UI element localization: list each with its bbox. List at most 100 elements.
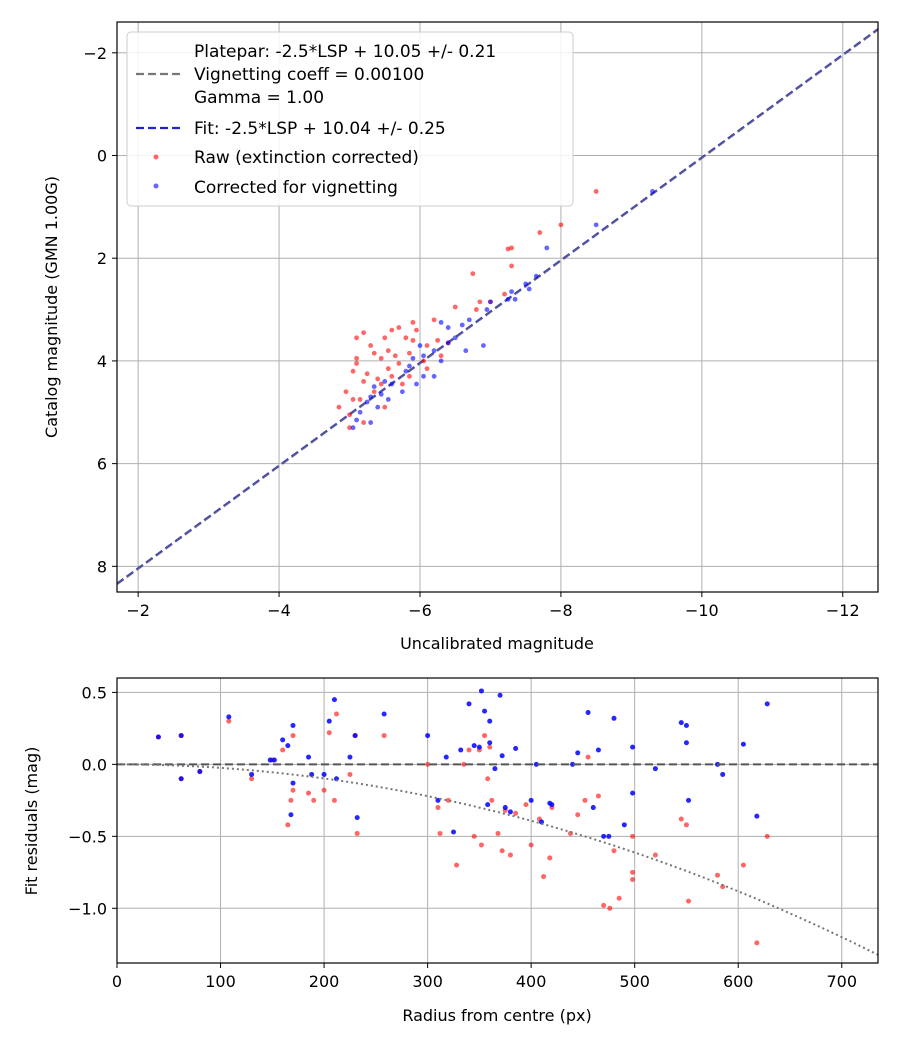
corrected-point: [487, 718, 493, 724]
corrected-point: [621, 822, 627, 828]
corrected-point: [740, 741, 746, 747]
raw-point: [582, 797, 588, 803]
corrected-point: [421, 353, 426, 359]
y-tick-label: 6: [97, 455, 107, 474]
legend-fit-label: Fit: -2.5*LSP + 10.04 +/- 0.25: [194, 119, 446, 139]
calibration-y-axis-label: Catalog magnitude (GMN 1.00G): [42, 176, 61, 438]
raw-point: [385, 348, 391, 354]
corrected-point: [381, 711, 387, 717]
raw-point: [347, 412, 352, 418]
raw-point: [361, 420, 367, 425]
raw-point: [431, 317, 437, 323]
raw-point: [595, 793, 601, 799]
corrected-point: [410, 355, 416, 361]
corrected-point: [399, 389, 405, 395]
raw-point: [495, 830, 501, 836]
raw-point: [347, 425, 352, 431]
raw-point: [331, 797, 337, 803]
raw-point: [509, 263, 514, 269]
calibration-x-axis-label: Uncalibrated magnitude: [400, 634, 594, 653]
raw-point: [321, 787, 327, 793]
raw-point: [607, 905, 613, 911]
legend-corrected-label: Corrected for vignetting: [194, 178, 398, 198]
raw-point: [652, 852, 658, 858]
legend-box: [126, 31, 574, 207]
raw-point: [438, 353, 444, 359]
raw-point: [378, 355, 384, 361]
raw-point: [333, 711, 339, 717]
corrected-point: [484, 307, 490, 312]
raw-point: [311, 797, 317, 803]
corrected-point: [271, 757, 277, 763]
raw-point: [249, 776, 255, 782]
raw-point: [378, 381, 384, 387]
raw-point: [290, 733, 296, 739]
corrected-point: [378, 391, 384, 397]
corrected-point: [523, 281, 529, 287]
y-tick-label: 0.5: [82, 683, 107, 702]
raw-point: [513, 810, 519, 816]
raw-point: [470, 271, 476, 277]
corrected-point: [445, 325, 451, 330]
raw-point: [350, 397, 356, 402]
raw-point: [630, 833, 636, 839]
corrected-point: [595, 747, 601, 753]
corrected-point: [438, 358, 444, 364]
corrected-point: [352, 733, 358, 739]
corrected-point: [290, 780, 296, 786]
raw-point: [489, 797, 495, 803]
corrected-point: [178, 733, 184, 739]
raw-point: [473, 307, 479, 312]
raw-point: [454, 862, 460, 868]
corrected-point: [585, 710, 591, 716]
corrected-point: [499, 753, 505, 759]
corrected-point: [683, 723, 689, 728]
corrected-point: [466, 317, 472, 323]
corrected-point: [368, 420, 374, 425]
residuals-axes-frame: [116, 677, 879, 964]
corrected-point: [481, 343, 486, 348]
corrected-point: [720, 771, 726, 777]
corrected-point: [509, 289, 514, 294]
residuals-y-ticks: 0.5 0.0 −0.5 −1.0: [68, 683, 117, 918]
platepar-line: [117, 28, 878, 586]
residual-corrected-points-group: [155, 688, 770, 839]
raw-point: [421, 358, 426, 364]
raw-point: [487, 744, 493, 750]
corrected-point: [285, 743, 291, 749]
corrected-point: [502, 805, 508, 811]
raw-point: [537, 230, 543, 235]
y-tick-label: −0.5: [68, 827, 107, 846]
corrected-point: [652, 766, 658, 772]
corrected-point: [438, 320, 444, 325]
raw-point: [452, 304, 458, 310]
raw-point: [630, 877, 636, 883]
raw-point: [381, 733, 387, 739]
corrected-point: [606, 833, 612, 839]
raw-point: [611, 848, 617, 854]
raw-point: [686, 898, 692, 904]
raw-point: [371, 389, 377, 395]
corrected-point: [425, 733, 431, 739]
corrected-point: [331, 697, 337, 703]
corrected-point: [505, 296, 511, 302]
corrected-point: [389, 381, 395, 387]
raw-point: [389, 327, 395, 333]
y-tick-label: 0.0: [82, 755, 107, 774]
raw-point: [368, 343, 374, 348]
raw-point: [466, 747, 472, 753]
corrected-point: [526, 286, 532, 292]
corrected-point: [354, 815, 360, 821]
corrected-point: [507, 809, 513, 815]
x-tick-label: 200: [309, 972, 340, 991]
corrected-point: [478, 688, 484, 694]
corrected-point: [650, 189, 655, 194]
corrected-point: [368, 394, 374, 400]
x-tick-label: −6: [408, 601, 432, 620]
x-tick-label: 100: [205, 972, 236, 991]
calibration-lines: [117, 28, 878, 586]
raw-point: [478, 842, 484, 848]
legend-corrected-marker: [153, 183, 159, 189]
corrected-point: [421, 373, 426, 379]
raw-point: [471, 833, 477, 839]
